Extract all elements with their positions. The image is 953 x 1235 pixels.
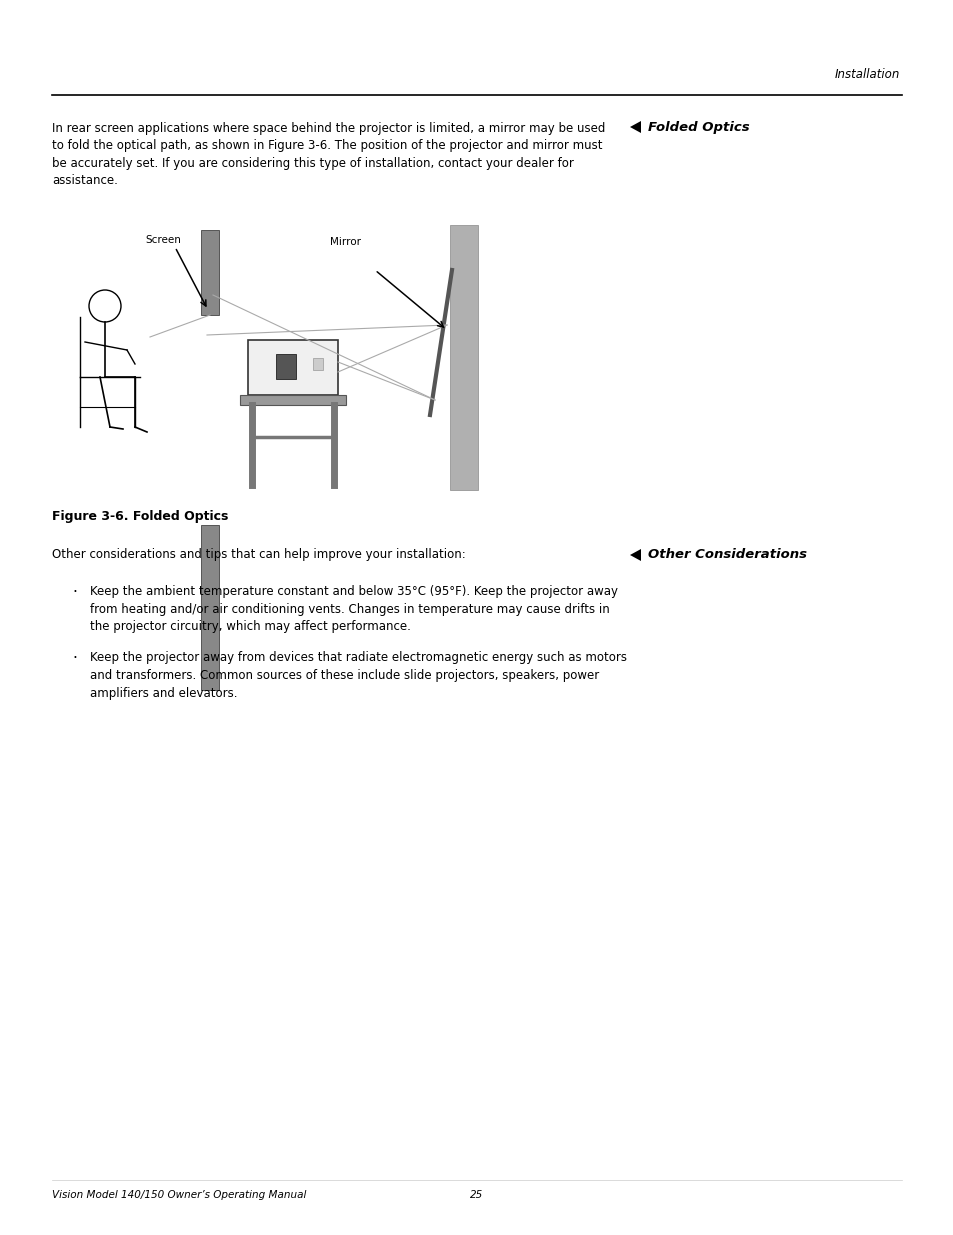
Text: Mirror: Mirror [330,237,360,247]
Polygon shape [629,121,640,133]
Text: Keep the ambient temperature constant and below 35°C (95°F). Keep the projector : Keep the ambient temperature constant an… [90,585,618,598]
Text: ·: · [71,585,77,600]
Bar [313,358,323,370]
Text: Folded Optics: Folded Optics [647,121,749,133]
Text: ·: · [71,652,77,667]
Bar [275,354,295,379]
Text: the projector circuitry, which may affect performance.: the projector circuitry, which may affec… [90,620,411,634]
Bar [201,525,219,690]
Text: In rear screen applications where space behind the projector is limited, a mirro: In rear screen applications where space … [52,122,605,135]
Text: 25: 25 [470,1191,483,1200]
Text: Vision Model 140/150 Owner’s Operating Manual: Vision Model 140/150 Owner’s Operating M… [52,1191,306,1200]
Bar [201,230,219,315]
Text: Other considerations and tips that can help improve your installation:: Other considerations and tips that can h… [52,548,465,561]
Text: assistance.: assistance. [52,174,118,188]
Text: from heating and/or air conditioning vents. Changes in temperature may cause dri: from heating and/or air conditioning ven… [90,603,609,615]
Polygon shape [629,550,640,561]
Text: and transformers. Common sources of these include slide projectors, speakers, po: and transformers. Common sources of thes… [90,669,598,682]
Text: to fold the optical path, as shown in Figure 3-6. The position of the projector : to fold the optical path, as shown in Fi… [52,140,602,152]
Text: Installation: Installation [834,68,899,82]
Text: Keep the projector away from devices that radiate electromagnetic energy such as: Keep the projector away from devices tha… [90,652,626,664]
Bar [450,225,477,490]
Text: be accurately set. If you are considering this type of installation, contact you: be accurately set. If you are considerin… [52,157,574,170]
Text: Figure 3-6. Folded Optics: Figure 3-6. Folded Optics [52,510,228,522]
Text: Other Considerations: Other Considerations [647,548,806,562]
Text: Screen: Screen [145,235,181,245]
Bar [240,395,346,405]
Text: amplifiers and elevators.: amplifiers and elevators. [90,687,237,699]
Bar [248,340,337,395]
